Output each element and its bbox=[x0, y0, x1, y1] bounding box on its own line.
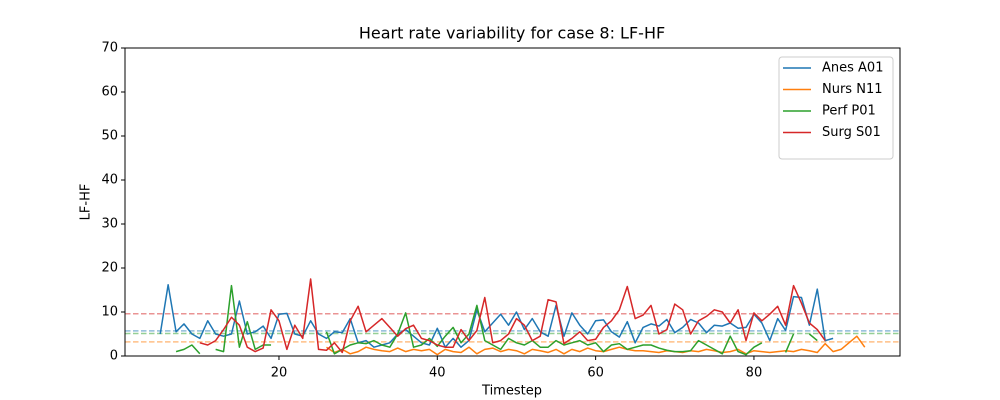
series-line bbox=[199, 278, 826, 354]
y-axis-label: LF-HF bbox=[79, 184, 94, 221]
x-tick-label: 20 bbox=[271, 366, 288, 381]
chart-title: Heart rate variability for case 8: LF-HF bbox=[359, 24, 665, 43]
y-tick-label: 0 bbox=[110, 349, 118, 364]
y-tick-label: 60 bbox=[101, 85, 118, 100]
x-tick-label: 80 bbox=[746, 366, 763, 381]
y-tick-label: 20 bbox=[101, 261, 118, 276]
legend-label: Perf P01 bbox=[822, 104, 876, 119]
y-tick-label: 40 bbox=[101, 173, 118, 188]
y-tick-label: 70 bbox=[101, 41, 118, 56]
legend-box bbox=[778, 56, 894, 160]
series-line bbox=[159, 283, 834, 348]
x-tick-label: 60 bbox=[587, 366, 604, 381]
series-line bbox=[326, 335, 866, 356]
x-tick-label: 40 bbox=[429, 366, 446, 381]
legend-label: Surg S01 bbox=[822, 125, 881, 140]
legend-label: Nurs N11 bbox=[822, 82, 882, 97]
y-tick-label: 30 bbox=[101, 217, 118, 232]
plot-frame bbox=[124, 47, 901, 357]
y-tick-label: 10 bbox=[101, 305, 118, 320]
y-tick-label: 50 bbox=[101, 129, 118, 144]
x-axis-label: Timestep bbox=[481, 384, 542, 399]
legend-label: Anes A01 bbox=[822, 61, 883, 76]
